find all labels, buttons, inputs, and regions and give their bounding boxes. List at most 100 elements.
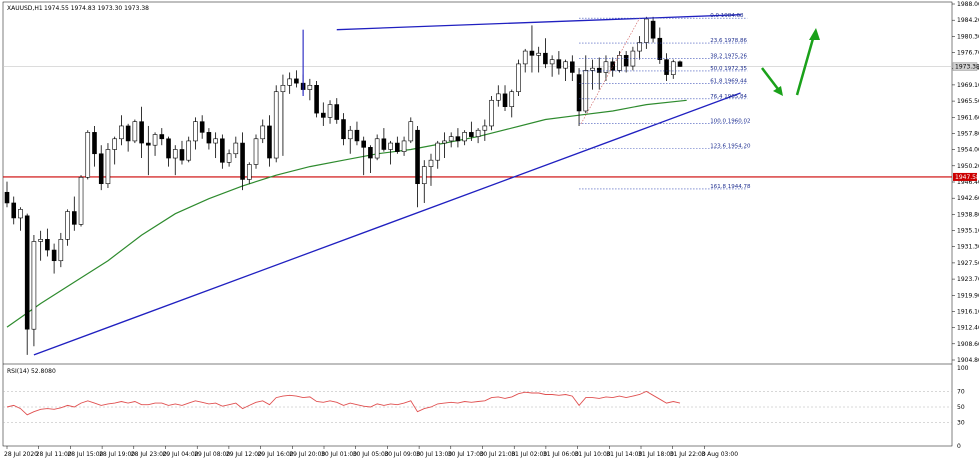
candle-body	[448, 136, 454, 142]
symbol-title: XAUUSD,H1	[7, 5, 43, 12]
candle-body	[206, 132, 212, 144]
y-tick-label: 1954.00	[957, 147, 979, 154]
candle-body	[260, 125, 266, 140]
up-arrow-shaft	[795, 34, 816, 96]
candle-body	[172, 149, 178, 159]
candle-body	[240, 142, 245, 180]
candle-body	[576, 74, 582, 112]
candle-body	[11, 202, 17, 219]
candle-body	[374, 138, 380, 159]
candle-body	[361, 140, 366, 148]
candle-body	[354, 129, 360, 142]
x-tick-label: 30 Jul 21:00	[480, 451, 516, 458]
candle-body	[644, 18, 649, 43]
candle-body	[58, 239, 64, 262]
candle-body	[24, 215, 30, 330]
y-tick-label: 1976.70	[957, 50, 979, 57]
x-tick-label: 31 Jul 10:00	[575, 451, 611, 458]
x-tick-label: 30 Jul 01:00	[321, 451, 357, 458]
y-tick-label: 1961.60	[957, 114, 979, 121]
x-tick-label: 28 Jul 19:00	[99, 451, 135, 458]
up-arrow-head-icon	[809, 28, 820, 40]
candle-body	[159, 134, 165, 140]
candle-body	[31, 241, 37, 330]
candle-body	[623, 55, 629, 67]
candle-body	[193, 121, 198, 142]
candle-body	[179, 149, 185, 161]
current-price-tag-label: 1973.38	[955, 64, 979, 71]
candle-body	[98, 153, 104, 185]
candle-body	[152, 134, 158, 146]
x-tick-label: 31 Jul 18:00	[638, 451, 674, 458]
y-tick-label: 1904.80	[957, 357, 979, 364]
candle-body	[462, 132, 467, 142]
fib-level-label: 38.2 1975.26	[710, 54, 747, 60]
y-tick-label: 1908.60	[957, 341, 979, 348]
candle-body	[408, 121, 414, 142]
candle-body	[677, 61, 683, 67]
candle-body	[596, 67, 602, 73]
candle-body	[199, 121, 205, 133]
candle-body	[670, 61, 676, 75]
fib-level-label: 76.4 1965.84	[710, 94, 747, 100]
x-tick-label: 30 Jul 05:00	[353, 451, 389, 458]
y-tick-label: 1969.10	[957, 82, 979, 89]
candle-body	[495, 93, 501, 101]
y-tick-label: 1927.50	[957, 260, 979, 267]
x-tick-label: 30 Jul 17:00	[448, 451, 484, 458]
x-tick-label: 29 Jul 12:00	[226, 451, 262, 458]
candle-body	[435, 142, 441, 161]
candle-body	[246, 164, 252, 180]
candle-body	[603, 61, 609, 73]
y-tick-label: 1938.80	[957, 211, 979, 218]
x-tick-label: 30 Jul 13:00	[416, 451, 452, 458]
current-price-tag	[952, 62, 978, 71]
candle-body	[341, 119, 346, 140]
candle-body	[502, 93, 508, 107]
candle-body	[226, 153, 232, 163]
down-arrow-head-icon	[773, 86, 783, 96]
candle-body	[119, 125, 124, 140]
candle-body	[469, 132, 474, 137]
rsi-line	[6, 390, 681, 416]
candle-body	[132, 121, 138, 142]
x-tick-label: 29 Jul 20:00	[289, 451, 325, 458]
candle-body	[146, 142, 151, 146]
candle-body	[65, 211, 70, 240]
x-tick-label: 29 Jul 16:00	[258, 451, 294, 458]
ohlc-readout: 1974.55 1974.83 1973.30 1973.38	[44, 5, 149, 12]
rsi-level-label: 50	[957, 404, 965, 411]
x-tick-label: 30 Jul 09:00	[384, 451, 420, 458]
candle-body	[395, 142, 400, 152]
fib-level-label: 23.6 1978.86	[710, 38, 747, 44]
horizontal-level-tag	[953, 172, 977, 181]
candle-body	[78, 176, 84, 225]
x-tick-label: 29 Jul 08:00	[194, 451, 230, 458]
candle-body	[583, 70, 589, 112]
rsi-title: RSI(14) 52.8080	[7, 368, 56, 375]
fib-anchor-line	[580, 17, 640, 124]
candle-body	[287, 78, 292, 86]
candle-body	[280, 84, 286, 93]
y-tick-label: 1988.00	[957, 1, 979, 8]
candle-body	[529, 50, 535, 56]
candle-body	[570, 61, 575, 73]
candle-body	[516, 63, 521, 93]
y-tick-label: 1984.20	[957, 17, 979, 24]
fib-level-label: 50.0 1972.35	[710, 66, 747, 72]
candle-body	[273, 91, 279, 159]
fib-level-label: 161.8 1944.78	[710, 184, 751, 190]
candle-body	[4, 191, 10, 204]
horizontal-level-tag-label: 1947.58	[955, 174, 979, 181]
y-tick-label: 1946.40	[957, 179, 979, 186]
candle-body	[563, 61, 568, 69]
candle-body	[482, 125, 488, 131]
candle-body	[51, 249, 57, 262]
candle-body	[368, 147, 373, 159]
y-tick-label: 1919.90	[957, 292, 979, 299]
candle-body	[18, 209, 23, 219]
candle-body	[590, 67, 595, 71]
candle-body	[657, 37, 663, 60]
x-tick-label: 31 Jul 06:00	[543, 451, 579, 458]
